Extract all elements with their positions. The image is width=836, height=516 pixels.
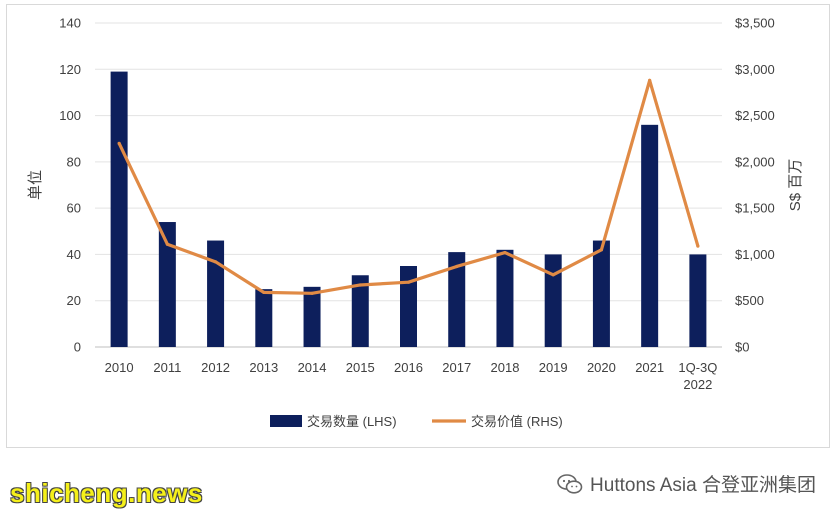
y-tick-label-left: 60	[67, 201, 81, 216]
line-point	[696, 244, 700, 248]
bar	[400, 266, 417, 347]
x-tick-label: 2018	[491, 360, 520, 375]
line-point	[648, 78, 652, 82]
line-point	[165, 242, 169, 246]
y-tick-label-right: $3,000	[735, 62, 775, 77]
bar	[544, 254, 562, 347]
x-tick-label: 2014	[298, 360, 327, 375]
y-tick-label-right: $2,500	[735, 108, 775, 123]
y-tick-label-right: $1,000	[735, 247, 775, 262]
bar	[351, 275, 369, 347]
y-tick-label-left: 120	[59, 62, 81, 77]
y-tick-label-right: $1,500	[735, 201, 775, 216]
bar	[496, 249, 514, 347]
y-tick-label-right: $2,000	[735, 154, 775, 169]
x-tick-label: 2011	[153, 360, 181, 375]
line-point	[455, 264, 459, 269]
y-tick-label-right: $3,500	[735, 16, 775, 31]
legend-label-bar: 交易数量 (LHS)	[307, 414, 397, 429]
x-tick-label: 2022	[683, 377, 712, 392]
x-tick-label: 2012	[201, 360, 230, 375]
x-tick-label: 2021	[635, 360, 664, 375]
x-tick-label: 2013	[249, 360, 278, 375]
y-tick-label-left: 20	[67, 293, 81, 308]
y-axis-title-left: 单位	[27, 170, 44, 200]
y-tick-label-left: 0	[74, 340, 81, 355]
y-tick-label-left: 100	[59, 108, 81, 123]
x-tick-label: 2020	[587, 360, 616, 375]
bar	[448, 252, 466, 347]
bar	[207, 240, 225, 347]
line-point	[358, 283, 362, 287]
bar	[689, 254, 707, 347]
line-point	[117, 141, 121, 145]
bar	[303, 286, 321, 347]
bar	[110, 71, 128, 347]
line-point	[406, 280, 411, 284]
y-tick-label-left: 140	[59, 16, 81, 31]
bar	[255, 289, 273, 347]
x-tick-label: 1Q-3Q	[678, 360, 717, 375]
site-watermark: shicheng.news	[10, 478, 203, 508]
x-tick-label: 2010	[105, 360, 134, 375]
legend-label-line: 交易价值 (RHS)	[471, 414, 563, 429]
brand-watermark: Huttons Asia 合登亚洲集团	[556, 470, 816, 497]
x-tick-label: 2017	[442, 360, 471, 375]
y-tick-label-right: $0	[735, 340, 749, 355]
y-axis-title-right: S$ 百万	[787, 159, 804, 212]
y-tick-label-left: 40	[67, 247, 81, 262]
y-tick-label-left: 80	[67, 154, 81, 169]
line-point	[599, 248, 604, 252]
wechat-icon	[557, 473, 583, 494]
x-tick-label: 2016	[394, 360, 423, 375]
bar	[641, 124, 659, 347]
line-point	[503, 250, 507, 255]
bar	[592, 240, 610, 347]
bar	[158, 222, 176, 347]
x-tick-label: 2019	[539, 360, 568, 375]
line-point	[262, 290, 266, 294]
line-point	[213, 260, 218, 264]
line-point	[310, 291, 314, 295]
y-tick-label-right: $500	[735, 293, 764, 308]
legend-swatch-bar	[270, 415, 302, 427]
brand-watermark-text: Huttons Asia 合登亚洲集团	[590, 475, 816, 496]
x-tick-label: 2015	[346, 360, 375, 375]
series-line	[117, 78, 700, 295]
line-point	[551, 273, 555, 277]
